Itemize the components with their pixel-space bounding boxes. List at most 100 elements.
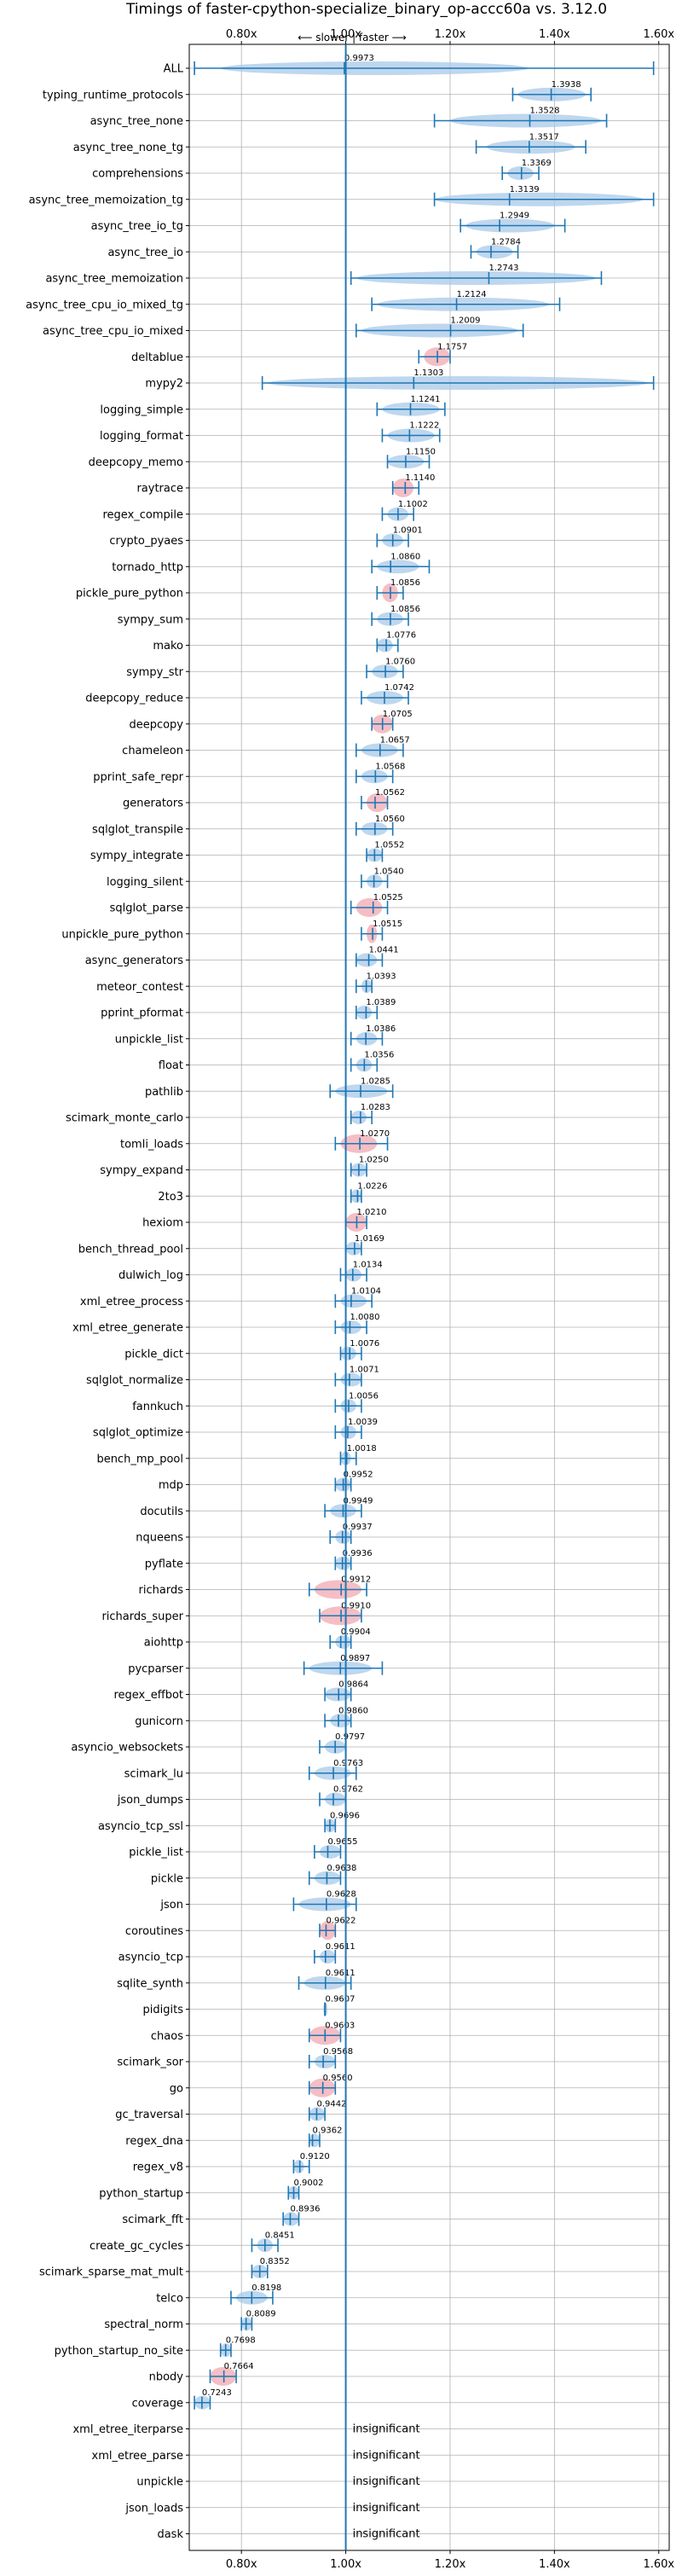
benchmark-row: unpickle_pure_python 1.0515 <box>61 920 402 943</box>
benchmark-name: async_tree_memoization <box>45 273 183 286</box>
benchmark-row: asyncio_tcp 0.9611 <box>118 1942 355 1964</box>
insignificant-label: insignificant <box>353 2475 420 2488</box>
value-label: 0.9949 <box>343 1496 373 1506</box>
benchmark-row: tornado_http 1.0860 <box>112 552 431 574</box>
benchmark-name: docutils <box>140 1506 183 1518</box>
value-label: 0.9952 <box>344 1471 373 1480</box>
value-label: 0.9936 <box>343 1549 373 1558</box>
benchmark-name: nqueens <box>136 1532 183 1545</box>
value-label: 1.0441 <box>369 946 399 955</box>
benchmark-name: coverage <box>132 2397 183 2410</box>
benchmark-row: sympy_expand 1.0250 <box>100 1156 389 1178</box>
benchmark-row: dask insignificant <box>157 2528 419 2542</box>
benchmark-name: asyncio_tcp_ssl <box>98 1820 183 1833</box>
benchmark-name: pickle_dict <box>124 1348 183 1361</box>
value-label: 1.2009 <box>451 316 481 326</box>
value-label: 1.2949 <box>500 212 529 221</box>
benchmark-name: gunicorn <box>135 1715 183 1728</box>
benchmark-name: sqlglot_normalize <box>86 1374 183 1387</box>
value-label: 1.1303 <box>413 368 443 378</box>
top-tick-label: 1.00x <box>330 28 361 41</box>
insignificant-label: insignificant <box>353 2449 420 2462</box>
value-label: 0.9797 <box>335 1732 365 1742</box>
benchmark-row: deepcopy_reduce 1.0742 <box>85 683 414 705</box>
top-x-axis: 0.80x 1.00x 1.20x 1.40x 1.60x <box>226 28 674 44</box>
benchmark-row: asyncio_tcp_ssl 0.9696 <box>98 1811 360 1833</box>
benchmark-name: create_gc_cycles <box>90 2240 183 2253</box>
benchmark-name: scimark_sparse_mat_mult <box>39 2266 183 2279</box>
value-label: 1.3528 <box>529 107 559 116</box>
value-label: 0.9622 <box>326 1916 355 1925</box>
value-label: 1.0657 <box>380 736 410 746</box>
benchmark-name: unpickle <box>136 2476 183 2489</box>
insignificant-label: insignificant <box>353 2423 420 2436</box>
benchmark-name: pycparser <box>128 1662 183 1675</box>
value-label: 0.9973 <box>344 54 374 63</box>
value-label: 1.1140 <box>405 473 435 483</box>
benchmark-row: logging_simple 1.1241 <box>100 395 446 416</box>
value-label: 0.9904 <box>341 1627 371 1637</box>
value-label: 1.0039 <box>348 1418 378 1427</box>
value-label: 1.0540 <box>374 867 404 876</box>
benchmark-row: meteor_contest 1.0393 <box>96 972 396 994</box>
benchmark-row: xml_etree_parse insignificant <box>92 2449 420 2463</box>
benchmark-row: async_tree_cpu_io_mixed 1.2009 <box>43 316 524 338</box>
benchmark-name: pyflate <box>145 1558 183 1570</box>
benchmark-row: async_tree_cpu_io_mixed_tg 1.2124 <box>26 290 561 311</box>
value-label: 1.0386 <box>366 1024 396 1034</box>
benchmark-row: pathlib 1.0285 <box>145 1076 394 1099</box>
benchmark-row: json_dumps 0.9762 <box>117 1785 363 1807</box>
benchmark-name: async_tree_none <box>90 115 183 128</box>
value-label: 1.0169 <box>355 1234 384 1244</box>
bottom-x-axis: 0.80x 1.00x 1.20x 1.40x 1.60x <box>226 2550 674 2571</box>
benchmark-row: xml_etree_iterparse insignificant <box>72 2423 419 2437</box>
value-label: 0.9120 <box>300 2152 330 2161</box>
insignificant-label: insignificant <box>353 2528 420 2541</box>
value-label: 1.3938 <box>552 80 581 90</box>
benchmark-name: unpickle_pure_python <box>61 928 183 941</box>
benchmark-row: sqlglot_normalize 1.0071 <box>86 1366 379 1388</box>
benchmark-row: json_loads insignificant <box>124 2502 419 2515</box>
value-label: 1.0076 <box>350 1339 379 1349</box>
benchmark-row: docutils 0.9949 <box>140 1496 373 1518</box>
benchmark-row: scimark_fft 0.8936 <box>122 2205 320 2227</box>
benchmark-name: pickle <box>151 1872 183 1885</box>
benchmark-name: async_tree_io_tg <box>91 220 183 233</box>
benchmark-name: scimark_monte_carlo <box>66 1112 183 1125</box>
benchmark-row: asyncio_websockets 0.9797 <box>71 1732 365 1755</box>
benchmark-row: logging_format 1.1222 <box>100 421 441 443</box>
benchmark-row: fannkuch 1.0056 <box>132 1391 379 1413</box>
benchmark-row: xml_etree_generate 1.0080 <box>72 1313 379 1335</box>
value-label: 1.0568 <box>375 762 405 771</box>
benchmark-row: sqlglot_transpile 1.0560 <box>92 815 405 837</box>
value-label: 1.3369 <box>522 159 552 168</box>
benchmark-name: logging_silent <box>107 876 183 889</box>
value-label: 0.9362 <box>313 2126 343 2135</box>
value-label: 0.9628 <box>327 1890 356 1900</box>
benchmark-row: python_startup_no_site 0.7698 <box>55 2335 256 2358</box>
benchmark-name: mypy2 <box>145 378 183 391</box>
benchmark-name: sqlglot_transpile <box>92 823 183 836</box>
benchmark-row: coroutines 0.9622 <box>125 1916 355 1941</box>
value-label: 0.9442 <box>316 2100 346 2109</box>
benchmark-row: mypy2 1.1303 <box>145 368 655 391</box>
benchmark-name: bench_mp_pool <box>96 1453 183 1465</box>
benchmark-row: telco 0.8198 <box>156 2283 281 2306</box>
benchmark-row: tomli_loads 1.0270 <box>120 1129 390 1153</box>
benchmark-name: xml_etree_parse <box>92 2450 183 2463</box>
value-label: 1.0283 <box>361 1103 390 1112</box>
benchmark-row: async_tree_io 1.2784 <box>107 237 521 259</box>
benchmark-row: regex_dna 0.9362 <box>125 2126 342 2148</box>
benchmark-row: pycparser 0.9897 <box>128 1654 384 1675</box>
benchmark-name: json <box>159 1899 183 1912</box>
benchmark-name: sqlite_synth <box>117 1977 183 1990</box>
benchmark-name: telco <box>156 2292 183 2305</box>
benchmark-name: xml_etree_generate <box>72 1322 183 1335</box>
benchmark-row: raytrace 1.1140 <box>136 473 435 497</box>
benchmark-row: python_startup 0.9002 <box>99 2179 323 2201</box>
benchmark-row: chaos 0.9603 <box>151 2021 355 2045</box>
benchmark-name: gc_traversal <box>115 2109 183 2121</box>
value-label: 1.1241 <box>411 395 441 404</box>
benchmark-row: xml_etree_process 1.0104 <box>80 1286 381 1308</box>
